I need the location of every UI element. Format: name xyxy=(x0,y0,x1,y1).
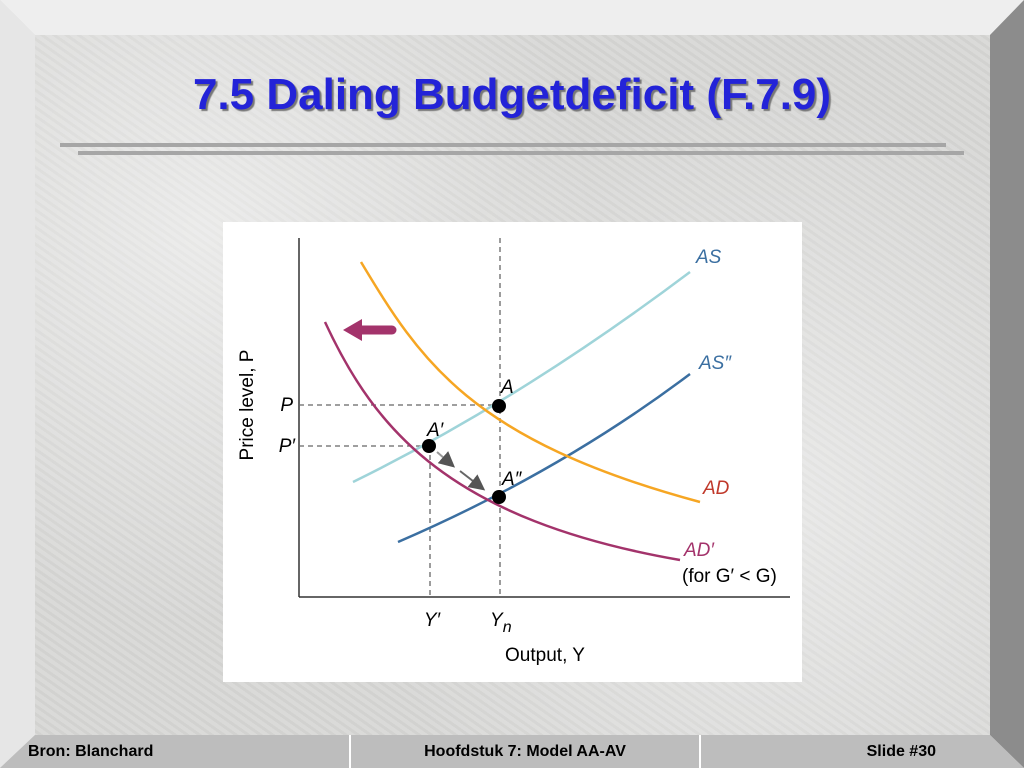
point-a xyxy=(492,399,506,413)
footer-source: Bron: Blanchard xyxy=(28,743,154,760)
curve-label: AS″ xyxy=(698,353,732,374)
curve-label: AD xyxy=(702,478,730,499)
y-axis-label: Price level, P xyxy=(237,350,258,461)
as-curve xyxy=(352,271,691,484)
bevel-bottom xyxy=(0,735,1024,768)
y-tick-label: P′ xyxy=(279,436,297,457)
y-tick-label: P xyxy=(280,395,293,416)
footer-chapter: Hoofdstuk 7: Model AA-AV xyxy=(424,743,626,760)
as-ad-diagram: AS AS″ AD AD′ (for G′ < G) A A′ A″ P P′ … xyxy=(223,222,802,682)
footer-slide-number: Slide #30 xyxy=(866,743,936,760)
point-label: A xyxy=(500,377,514,398)
x-tick-label: Y′ xyxy=(424,610,442,631)
move-arrow xyxy=(459,470,486,491)
point-a2 xyxy=(492,490,506,504)
bevel-right xyxy=(990,0,1024,768)
title-rule xyxy=(60,143,946,147)
x-tick-sub: n xyxy=(503,619,512,636)
x-tick-main: Y xyxy=(490,610,504,631)
x-tick-label: Yn xyxy=(490,610,512,636)
x-axis-label: Output, Y xyxy=(505,645,585,666)
slide-title: 7.5 Daling Budgetdeficit (F.7.9) xyxy=(192,70,832,119)
point-label: A″ xyxy=(501,469,523,490)
curve-label: AD′ xyxy=(683,540,715,561)
shift-arrow-head xyxy=(343,319,362,341)
point-label: A′ xyxy=(426,420,445,441)
as2-curve xyxy=(397,373,691,544)
point-a1 xyxy=(422,439,436,453)
bevel-top xyxy=(0,0,1024,35)
move-arrow xyxy=(436,451,456,468)
title-rule xyxy=(78,151,964,155)
ad2-curve xyxy=(323,321,681,562)
footer: Bron: Blanchard Hoofdstuk 7: Model AA-AV… xyxy=(0,735,1024,768)
curve-label: AS xyxy=(695,247,722,268)
bevel-left xyxy=(0,0,35,768)
curve-note: (for G′ < G) xyxy=(682,566,777,587)
ad-curve xyxy=(359,261,701,504)
